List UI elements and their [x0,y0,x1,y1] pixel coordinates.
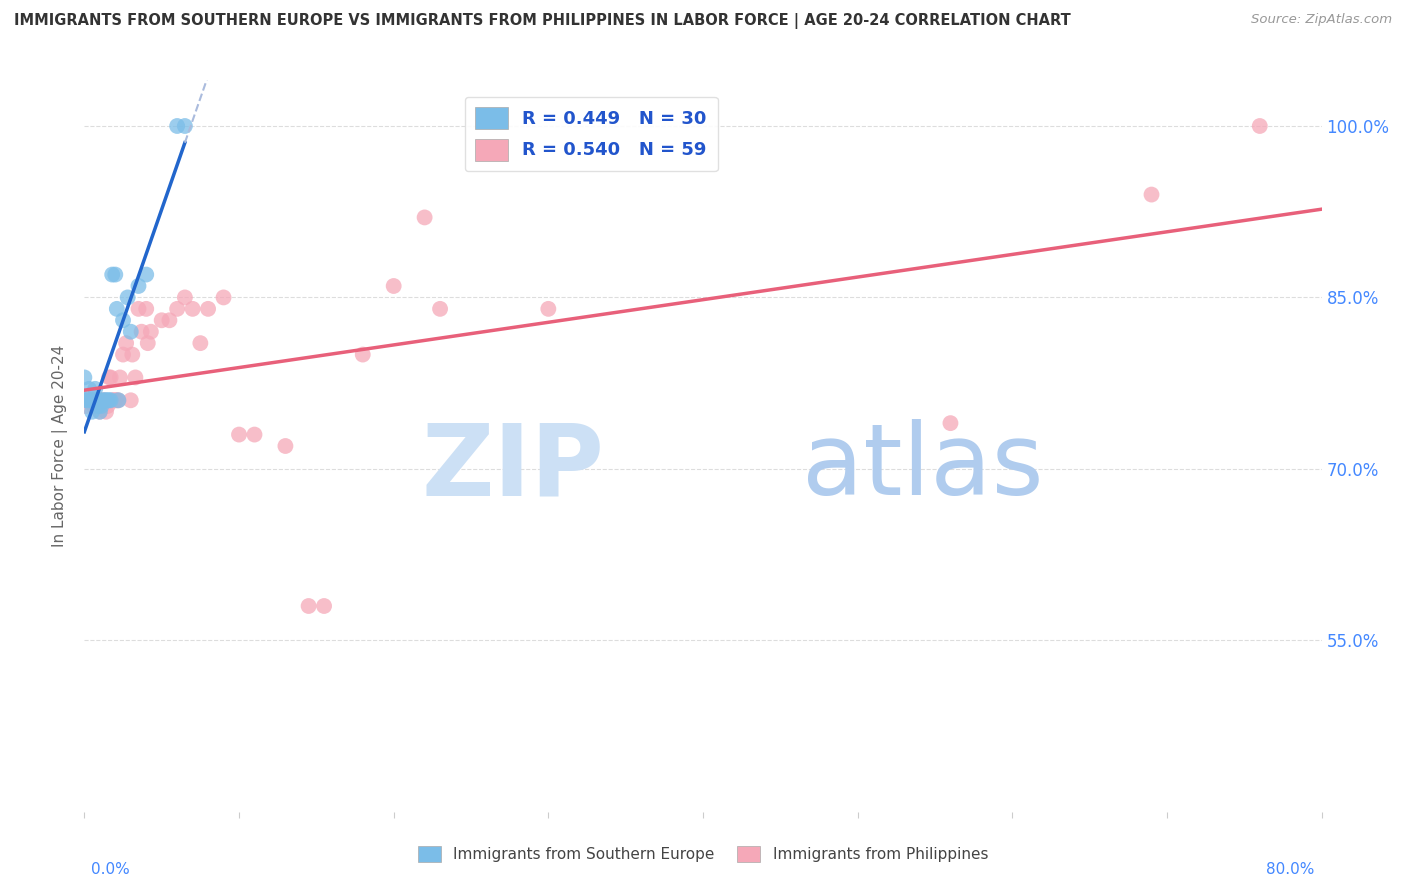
Point [86,393,108,408]
Point [107,393,129,408]
Point [98,393,121,408]
Point [89,393,111,408]
Point [139,325,162,339]
Point [537,301,560,316]
Point [112,347,135,362]
Point [429,301,451,316]
Point [174,119,197,133]
Point [91,399,114,413]
Legend: R = 0.449   N = 30, R = 0.540   N = 59: R = 0.449 N = 30, R = 0.540 N = 59 [464,96,717,171]
Point [136,336,159,351]
Point [100,370,122,384]
Point [117,290,139,304]
Point [135,268,157,282]
Text: 0.0%: 0.0% [91,863,131,877]
Point [108,370,131,384]
Point [75,399,97,413]
Point [77,382,100,396]
Point [115,336,138,351]
Point [77,393,100,408]
Point [94,393,117,408]
Text: Source: ZipAtlas.com: Source: ZipAtlas.com [1251,13,1392,27]
Point [100,393,122,408]
Point [314,599,336,613]
Point [105,301,128,316]
Point [352,347,374,362]
Point [413,211,436,225]
Point [86,393,108,408]
Point [87,399,110,413]
Point [83,399,105,413]
Point [73,393,96,408]
Point [166,119,188,133]
Point [76,393,98,408]
Point [89,393,111,408]
Point [83,393,105,408]
Point [94,405,117,419]
Point [124,370,146,384]
Text: 80.0%: 80.0% [1267,863,1315,877]
Point [91,393,114,408]
Point [98,370,121,384]
Point [243,427,266,442]
Point [93,393,115,408]
Text: IMMIGRANTS FROM SOUTHERN EUROPE VS IMMIGRANTS FROM PHILIPPINES IN LABOR FORCE | : IMMIGRANTS FROM SOUTHERN EUROPE VS IMMIG… [14,13,1071,29]
Point [939,416,962,430]
Point [135,301,157,316]
Point [90,393,112,408]
Point [82,405,104,419]
Point [382,279,405,293]
Point [84,393,107,408]
Point [89,405,111,419]
Point [1140,187,1163,202]
Point [73,393,96,408]
Point [159,313,181,327]
Point [128,301,150,316]
Point [166,301,188,316]
Point [76,393,98,408]
Point [107,393,129,408]
Point [131,325,153,339]
Text: ZIP: ZIP [422,419,605,516]
Point [181,301,204,316]
Y-axis label: In Labor Force | Age 20-24: In Labor Force | Age 20-24 [52,345,69,547]
Point [120,325,142,339]
Point [79,393,101,408]
Point [93,393,115,408]
Point [79,393,101,408]
Point [1249,119,1271,133]
Point [120,393,142,408]
Text: atlas: atlas [801,419,1043,516]
Point [298,599,321,613]
Point [86,399,108,413]
Legend: Immigrants from Southern Europe, Immigrants from Philippines: Immigrants from Southern Europe, Immigra… [412,840,994,868]
Point [197,301,219,316]
Point [128,279,150,293]
Point [212,290,235,304]
Point [101,393,124,408]
Point [104,268,127,282]
Point [105,393,128,408]
Point [84,382,107,396]
Point [82,393,104,408]
Point [274,439,297,453]
Point [73,370,96,384]
Point [104,393,127,408]
Point [103,393,125,408]
Point [73,393,96,408]
Point [150,313,173,327]
Point [87,393,110,408]
Point [101,268,124,282]
Point [82,393,104,408]
Point [97,399,120,413]
Point [89,405,111,419]
Point [97,393,120,408]
Point [228,427,250,442]
Point [90,399,112,413]
Point [112,313,135,327]
Point [188,336,212,351]
Point [121,347,143,362]
Point [174,290,197,304]
